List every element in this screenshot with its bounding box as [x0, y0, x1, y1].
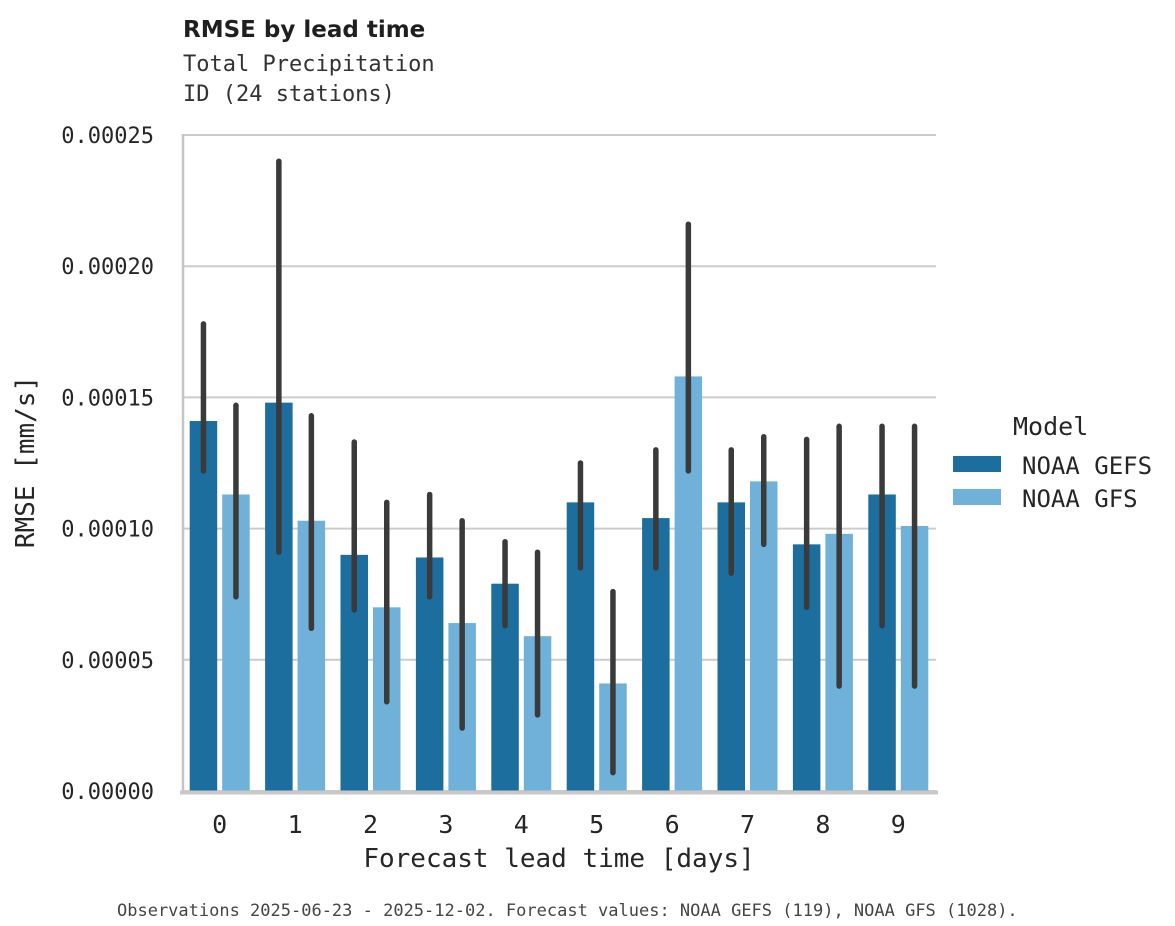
- legend-title: Model: [1013, 412, 1089, 441]
- y-axis-label: RMSE [mm/s]: [11, 376, 41, 548]
- x-tick-label: 0: [212, 810, 227, 839]
- chart-subtitle-region: ID (24 stations): [183, 82, 395, 107]
- y-tick-label: 0.00020: [61, 255, 154, 280]
- x-tick-label: 5: [589, 810, 604, 839]
- x-tick-label: 6: [665, 810, 680, 839]
- x-tick-label: 2: [363, 810, 378, 839]
- bar-gefs-0: [189, 421, 218, 791]
- x-axis-label: Forecast lead time [days]: [363, 844, 754, 874]
- x-tick-label: 7: [740, 810, 755, 839]
- x-tick-label: 3: [438, 810, 453, 839]
- legend-swatch-noaa-gefs: [953, 456, 1001, 472]
- legend-label-noaa-gefs: NOAA GEFS: [1022, 452, 1153, 480]
- y-tick-label: 0.00015: [61, 386, 154, 411]
- legend-label-noaa-gfs: NOAA GFS: [1022, 485, 1138, 513]
- y-tick-label: 0.00010: [61, 518, 154, 543]
- y-tick-label: 0.00025: [61, 124, 154, 149]
- x-tick-label: 4: [514, 810, 529, 839]
- x-tick-label: 1: [288, 810, 303, 839]
- chart-title: RMSE by lead time: [183, 17, 426, 43]
- y-tick-label: 0.00000: [61, 780, 154, 805]
- x-tick-label: 8: [815, 810, 830, 839]
- chart-subtitle-variable: Total Precipitation: [183, 52, 435, 77]
- chart-caption: Observations 2025-06-23 - 2025-12-02. Fo…: [117, 901, 1018, 921]
- y-tick-label: 0.00005: [61, 649, 154, 674]
- x-tick-label: 9: [891, 810, 906, 839]
- legend-swatch-noaa-gfs: [953, 489, 1001, 505]
